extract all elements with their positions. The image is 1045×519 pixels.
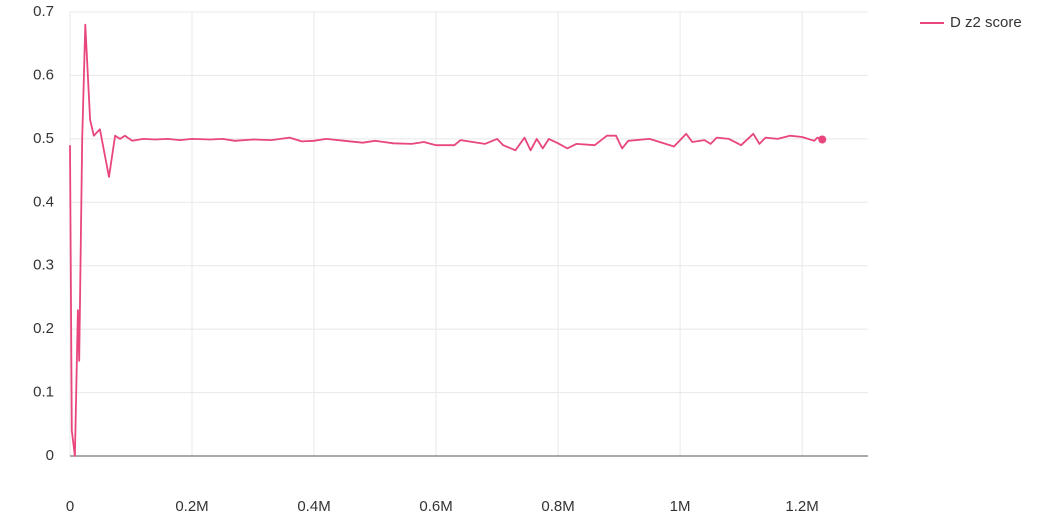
- y-tick-label: 0.4: [33, 193, 54, 210]
- y-tick-label: 0: [46, 447, 54, 464]
- legend-label: D z2 score: [950, 14, 1022, 31]
- y-tick-label: 0.2: [33, 320, 54, 337]
- end-marker: [818, 135, 827, 144]
- x-tick-label: 1.2M: [785, 498, 818, 515]
- line: [69, 23, 823, 457]
- y-tick-label: 0.7: [33, 3, 54, 20]
- x-tick-label: 0.4M: [297, 498, 330, 515]
- x-tick-label: 0.8M: [541, 498, 574, 515]
- x-tick-label: 0: [66, 498, 74, 515]
- y-tick-label: 0.5: [33, 130, 54, 147]
- x-tick-label: 1M: [670, 498, 691, 515]
- y-tick-label: 0.1: [33, 384, 54, 401]
- x-tick-label: 0.2M: [175, 498, 208, 515]
- x-tick-label: 0.6M: [419, 498, 452, 515]
- y-tick-label: 0.3: [33, 257, 54, 274]
- y-tick-label: 0.6: [33, 66, 54, 83]
